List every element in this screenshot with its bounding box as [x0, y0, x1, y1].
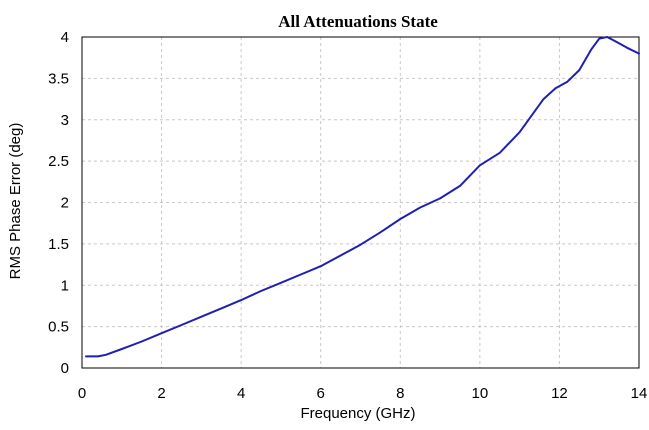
x-tick-label: 4: [237, 385, 245, 402]
chart-title: All Attenuations State: [278, 12, 438, 31]
x-tick-label: 6: [317, 385, 325, 402]
x-tick-label: 2: [157, 385, 165, 402]
x-tick-label: 8: [396, 385, 404, 402]
series-layer: [85, 36, 640, 358]
x-axis-ticks: 0 2 4 6 8 10 12 14: [78, 385, 648, 402]
y-tick-label: 1.5: [48, 236, 69, 253]
y-tick-label: 3: [61, 112, 69, 129]
grid-lines: [82, 37, 639, 368]
series-line: [85, 36, 640, 358]
y-tick-label: 0.5: [48, 319, 69, 336]
x-tick-label: 12: [551, 385, 568, 402]
y-tick-label: 2.5: [48, 153, 69, 170]
y-tick-label: 0: [61, 360, 69, 377]
y-axis-label: RMS Phase Error (deg): [7, 123, 24, 280]
y-tick-label: 1: [61, 277, 69, 294]
y-axis-ticks: 0 0.5 1 1.5 2 2.5 3 3.5 4: [48, 29, 69, 377]
x-tick-label: 10: [472, 385, 489, 402]
x-tick-label: 14: [631, 385, 648, 402]
y-tick-label: 4: [61, 29, 69, 46]
y-tick-label: 2: [61, 195, 69, 212]
plot-area: [81, 36, 640, 369]
x-axis-label: Frequency (GHz): [300, 405, 415, 422]
x-tick-label: 0: [78, 385, 86, 402]
y-tick-label: 3.5: [48, 70, 69, 87]
